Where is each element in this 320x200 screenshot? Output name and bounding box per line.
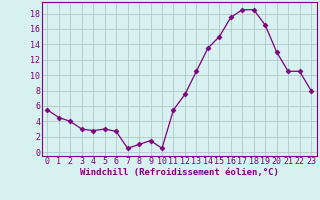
X-axis label: Windchill (Refroidissement éolien,°C): Windchill (Refroidissement éolien,°C) <box>80 168 279 177</box>
